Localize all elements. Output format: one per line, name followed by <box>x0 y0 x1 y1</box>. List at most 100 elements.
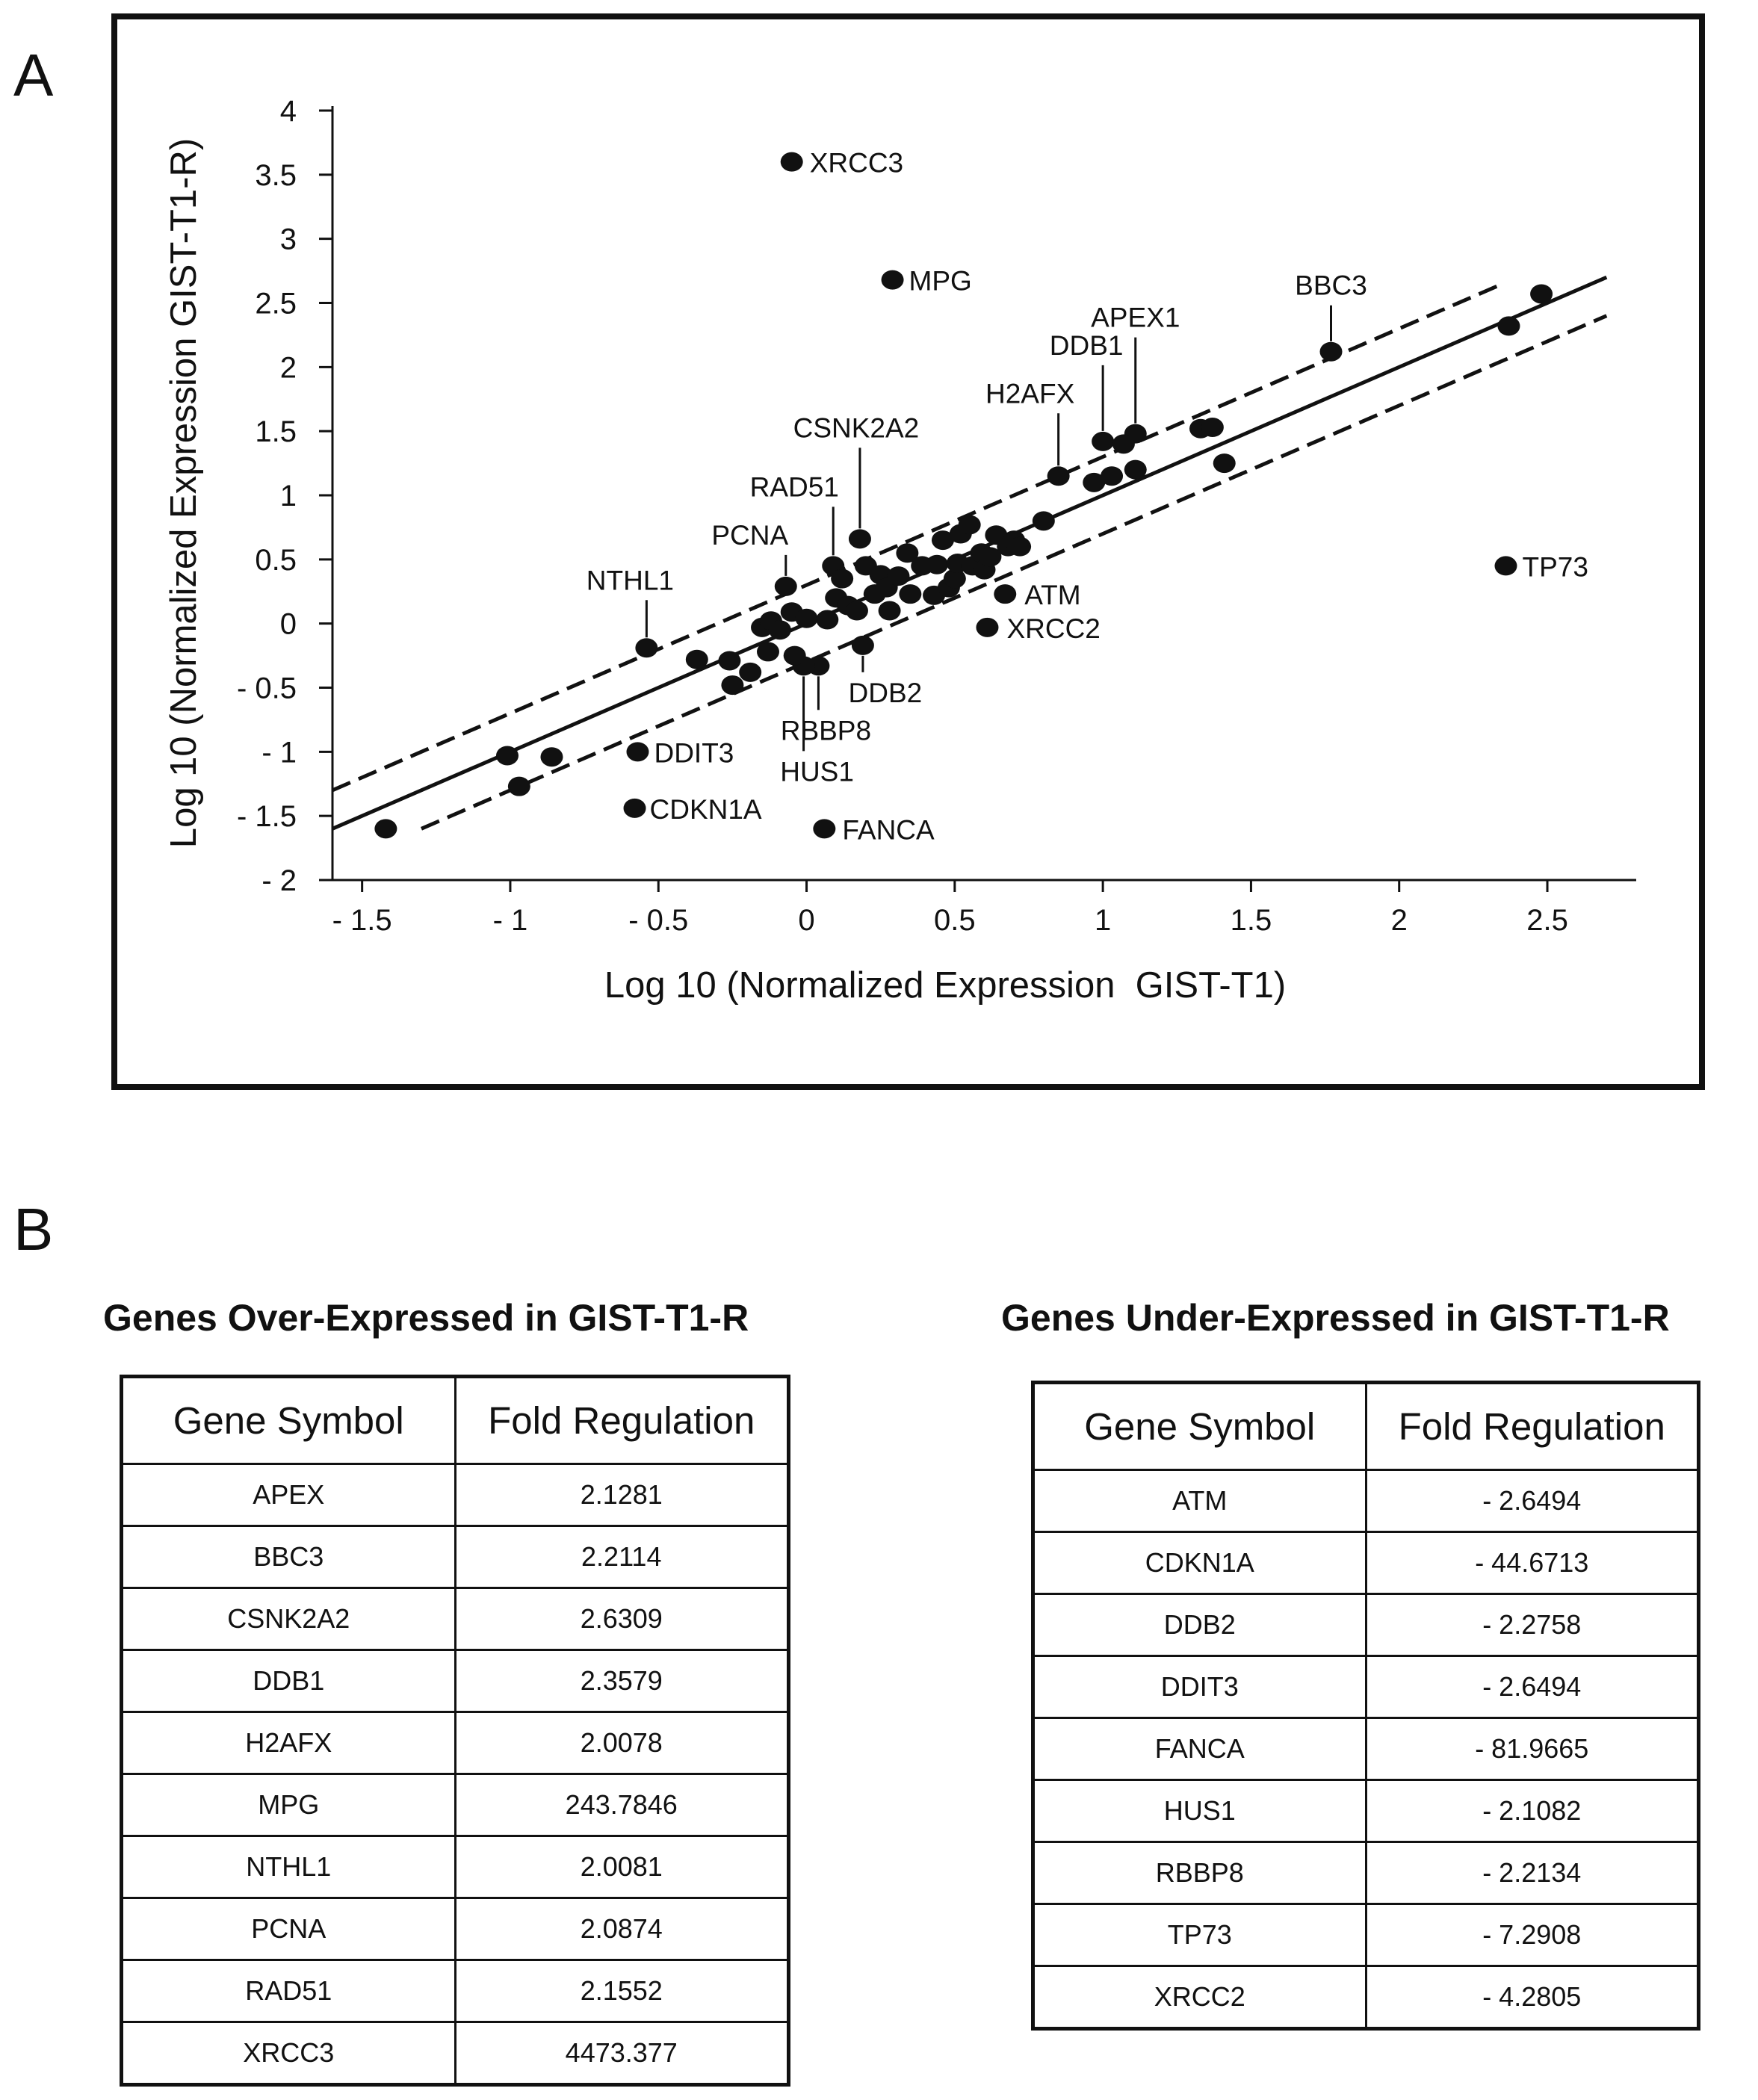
data-point <box>958 515 981 535</box>
point-cdkn1a <box>623 798 646 818</box>
over-expressed-table: Gene Symbol Fold Regulation APEX 2.1281 BB… <box>120 1375 790 2087</box>
table-row: XRCC2- 4.2805 <box>1032 1965 1700 2030</box>
y-tick-label: 1 <box>280 480 297 512</box>
data-point <box>756 642 779 662</box>
y-tick-label: - 0.5 <box>237 672 297 705</box>
gene-symbol-cell: CSNK2A2 <box>120 1587 456 1651</box>
point-label-atm: ATM <box>1024 580 1080 610</box>
y-tick-label: 2 <box>280 351 297 384</box>
data-point <box>795 608 818 628</box>
data-point <box>783 645 806 666</box>
point-nthl1 <box>635 638 658 658</box>
chart-frame <box>111 13 1705 1090</box>
under-expressed-table: Gene Symbol Fold Regulation ATM - 2.6494 C… <box>1031 1381 1700 2031</box>
table-row: RAD51 2.1552 <box>120 1959 790 2023</box>
table-row: TP73- 7.2908 <box>1032 1903 1700 1967</box>
y-tick-label: 3.5 <box>255 159 297 192</box>
gene-symbol-cell: FANCA <box>1032 1717 1367 1781</box>
under-expressed-title: Genes Under-Expressed in GIST-T1-R <box>1001 1297 1670 1339</box>
col-header-gene-symbol: Gene Symbol <box>1032 1381 1367 1471</box>
point-label-hus1: HUS1 <box>780 756 854 787</box>
gene-symbol-cell: DDIT3 <box>1032 1655 1367 1719</box>
y-axis-title: Log 10 (Normalized Expression GIST-T1-R) <box>164 138 204 848</box>
fold-regulation-cell: 2.3579 <box>454 1649 790 1713</box>
y-tick-label: - 1.5 <box>237 800 297 833</box>
point-ddb2 <box>851 635 874 655</box>
point-fanca <box>813 819 836 839</box>
point-xrcc2 <box>976 617 999 637</box>
point-label-pcna: PCNA <box>711 520 788 551</box>
table-row: DDB1 2.3579 <box>120 1649 790 1713</box>
table-row: DDB2- 2.2758 <box>1032 1593 1700 1657</box>
y-tick-label: 1.5 <box>255 415 297 448</box>
gene-symbol-cell: BBC3 <box>120 1525 456 1589</box>
x-tick-label: - 1.5 <box>332 904 392 937</box>
point-label-rad51: RAD51 <box>750 471 839 502</box>
point-label-ddit3: DDIT3 <box>654 737 734 768</box>
x-axis-title: Log 10 (Normalized Expression GIST-T1) <box>604 965 1286 1006</box>
data-point <box>943 569 966 589</box>
data-point <box>1032 511 1055 531</box>
fold-regulation-cell: 2.0081 <box>454 1835 790 1899</box>
scatter-chart: - 2 - 1.5 - 1 - 0.5 0 0.5 1 1.5 2 2.5 3 3.5 4 - 1.5 - … <box>111 13 1705 1090</box>
lower-threshold-line <box>420 314 1608 831</box>
data-point <box>831 569 854 589</box>
y-tick-label: 3 <box>280 223 297 256</box>
gene-symbol-cell: NTHL1 <box>120 1835 456 1899</box>
point-csnk2a2 <box>848 529 871 549</box>
point-atm <box>994 584 1017 604</box>
x-tick-label: 1 <box>1095 904 1111 937</box>
data-point <box>845 601 868 621</box>
point-label-h2afx: H2AFX <box>985 378 1074 409</box>
data-point <box>721 675 744 696</box>
table-header-row: Gene Symbol Fold Regulation <box>120 1375 790 1465</box>
table-row: CSNK2A2 2.6309 <box>120 1587 790 1651</box>
point-ddit3 <box>626 742 649 762</box>
col-header-gene-symbol: Gene Symbol <box>120 1375 456 1465</box>
gene-symbol-cell: DDB1 <box>120 1649 456 1713</box>
gene-symbol-cell: HUS1 <box>1032 1779 1367 1843</box>
table-row: BBC3 2.2114 <box>120 1525 790 1589</box>
data-point <box>1124 459 1147 480</box>
table-row: RBBP8- 2.2134 <box>1032 1841 1700 1905</box>
point-mpg <box>881 270 904 290</box>
point-label-mpg: MPG <box>909 266 972 297</box>
fold-regulation-cell: 2.0078 <box>454 1711 790 1775</box>
table-row: HUS1- 2.1082 <box>1032 1779 1700 1843</box>
fold-regulation-cell: - 44.6713 <box>1364 1531 1700 1595</box>
fold-regulation-cell: - 7.2908 <box>1364 1903 1700 1967</box>
point-label-apex1: APEX1 <box>1091 303 1180 333</box>
y-tick-label: 0 <box>280 608 297 641</box>
y-tick-label: - 2 <box>261 864 297 897</box>
y-tick-label: 4 <box>280 95 297 128</box>
point-tp73 <box>1494 556 1517 576</box>
data-point <box>1101 466 1124 486</box>
point-label-ddb2: DDB2 <box>849 678 923 708</box>
fold-regulation-cell: 243.7846 <box>454 1773 790 1837</box>
point-h2afx <box>1047 466 1070 486</box>
gene-symbol-cell: H2AFX <box>120 1711 456 1775</box>
y-tick-label: - 1 <box>261 736 297 769</box>
fold-regulation-cell: - 2.6494 <box>1364 1655 1700 1719</box>
gene-symbol-cell: XRCC2 <box>1032 1965 1367 2030</box>
gene-symbol-cell: RAD51 <box>120 1959 456 2023</box>
table-row: APEX 2.1281 <box>120 1463 790 1527</box>
x-tick-label: 0 <box>798 904 814 937</box>
table-row: PCNA 2.0874 <box>120 1897 790 1961</box>
point-bbc3 <box>1319 341 1343 362</box>
point-xrcc3 <box>780 152 803 172</box>
fold-regulation-cell: - 4.2805 <box>1364 1965 1700 2030</box>
data-point <box>495 746 519 766</box>
gene-symbol-cell: APEX <box>120 1463 456 1527</box>
table-row: FANCA - 81.9665 <box>1032 1717 1700 1781</box>
gene-symbol-cell: RBBP8 <box>1032 1841 1367 1905</box>
gene-symbol-cell: DDB2 <box>1032 1593 1367 1657</box>
upper-threshold-line <box>332 282 1504 793</box>
data-point <box>540 747 563 767</box>
point-label-ddb1: DDB1 <box>1050 330 1124 361</box>
table-row: DDIT3- 2.6494 <box>1032 1655 1700 1719</box>
point-label-tp73: TP73 <box>1523 551 1588 582</box>
point-label-bbc3: BBC3 <box>1295 270 1367 301</box>
table-row: NTHL1 2.0081 <box>120 1835 790 1899</box>
table-row: XRCC3 4473.377 <box>120 2021 790 2086</box>
